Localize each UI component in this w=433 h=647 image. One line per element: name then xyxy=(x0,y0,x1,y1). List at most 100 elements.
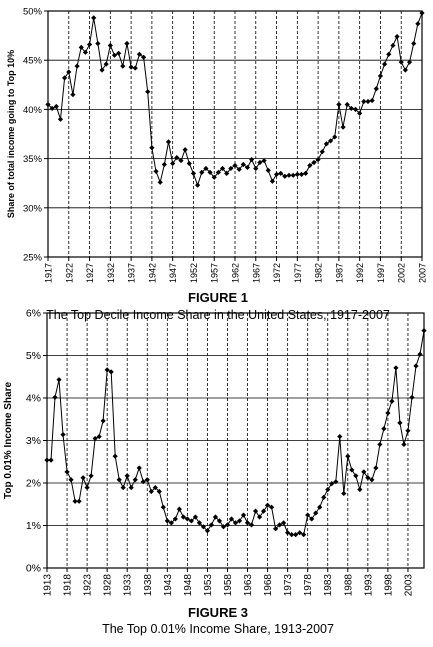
data-point xyxy=(140,479,146,485)
data-point xyxy=(215,169,221,175)
data-point xyxy=(315,156,321,163)
data-point xyxy=(252,508,259,514)
data-point xyxy=(120,484,126,491)
data-point xyxy=(377,73,384,79)
data-point xyxy=(256,514,263,520)
data-point xyxy=(44,457,50,463)
data-point xyxy=(178,157,184,164)
data-point xyxy=(160,504,166,510)
data-point xyxy=(208,522,215,528)
data-point xyxy=(170,160,176,167)
data-point xyxy=(289,532,295,538)
data-point xyxy=(128,484,134,491)
data-point xyxy=(307,162,313,169)
x-tick-label: 1973 xyxy=(283,574,294,597)
data-point xyxy=(377,441,383,448)
data-point xyxy=(281,520,287,526)
data-point xyxy=(52,394,58,400)
data-point xyxy=(45,101,51,108)
x-tick-label: 1977 xyxy=(293,263,303,283)
x-tick-label: 1968 xyxy=(263,574,274,597)
data-point xyxy=(411,40,417,47)
data-point xyxy=(236,518,243,524)
data-point xyxy=(86,41,93,48)
data-point xyxy=(244,164,251,171)
data-point xyxy=(204,528,211,534)
data-point xyxy=(365,98,371,105)
y-tick-label: 0% xyxy=(26,563,41,575)
data-point xyxy=(405,428,411,434)
data-point xyxy=(124,473,130,479)
data-point xyxy=(132,477,138,483)
data-point xyxy=(116,50,122,56)
x-tick-label: 1967 xyxy=(251,263,261,283)
figure-label: FIGURE 3 xyxy=(188,605,248,620)
data-point xyxy=(323,141,330,147)
data-point xyxy=(286,172,292,178)
data-point xyxy=(381,426,387,432)
data-point xyxy=(219,165,226,172)
data-point xyxy=(108,369,114,375)
data-point xyxy=(157,179,163,185)
data-point xyxy=(261,157,267,164)
data-point xyxy=(260,508,267,514)
x-tick-label: 1957 xyxy=(210,263,220,283)
data-point xyxy=(165,139,172,145)
x-tick-label: 1937 xyxy=(127,263,137,283)
data-point xyxy=(184,516,190,522)
data-point xyxy=(398,59,404,65)
data-point xyxy=(269,178,275,184)
data-point xyxy=(303,170,309,176)
data-point xyxy=(196,520,203,526)
data-point xyxy=(224,522,231,528)
data-point xyxy=(349,467,355,473)
data-point xyxy=(174,155,180,161)
x-tick-label: 1972 xyxy=(272,263,282,283)
data-point xyxy=(417,351,423,357)
data-point xyxy=(76,498,82,504)
data-point xyxy=(309,516,315,522)
data-point xyxy=(57,116,64,122)
data-point xyxy=(390,42,396,49)
data-point xyxy=(224,170,230,176)
data-point xyxy=(249,156,255,163)
data-point xyxy=(361,98,367,105)
data-point xyxy=(325,486,331,493)
data-point xyxy=(199,169,205,175)
data-point xyxy=(190,170,197,176)
data-point xyxy=(282,173,288,179)
chart-title: The Top 0.01% Income Share, 1913-2007 xyxy=(102,622,334,636)
data-point xyxy=(124,40,130,47)
x-tick-label: 2002 xyxy=(397,263,407,283)
x-tick-label: 1983 xyxy=(323,574,334,597)
data-point xyxy=(319,149,325,155)
data-point xyxy=(96,433,102,440)
data-point xyxy=(91,15,97,21)
data-point xyxy=(248,522,255,528)
data-point xyxy=(84,484,90,491)
data-point xyxy=(340,124,346,130)
data-point xyxy=(345,453,351,459)
y-tick-label: 3% xyxy=(26,435,41,447)
data-point xyxy=(136,465,142,471)
y-axis-label: Share of total income going to Top 10% xyxy=(6,50,16,218)
data-point xyxy=(313,510,319,516)
data-point xyxy=(369,477,375,483)
data-point xyxy=(180,514,186,520)
data-point xyxy=(305,512,311,518)
data-point xyxy=(200,524,207,530)
data-point xyxy=(188,518,194,524)
data-point xyxy=(148,488,154,495)
y-tick-label: 25% xyxy=(23,253,43,264)
data-point xyxy=(311,159,317,166)
data-point xyxy=(99,67,105,73)
x-tick-label: 1923 xyxy=(83,574,94,597)
data-point xyxy=(386,51,392,57)
data-point xyxy=(393,365,399,371)
data-point xyxy=(212,514,219,520)
data-point xyxy=(66,69,72,75)
y-tick-label: 5% xyxy=(26,350,41,362)
data-point xyxy=(228,165,234,172)
data-point xyxy=(68,477,74,483)
data-point xyxy=(397,420,403,426)
